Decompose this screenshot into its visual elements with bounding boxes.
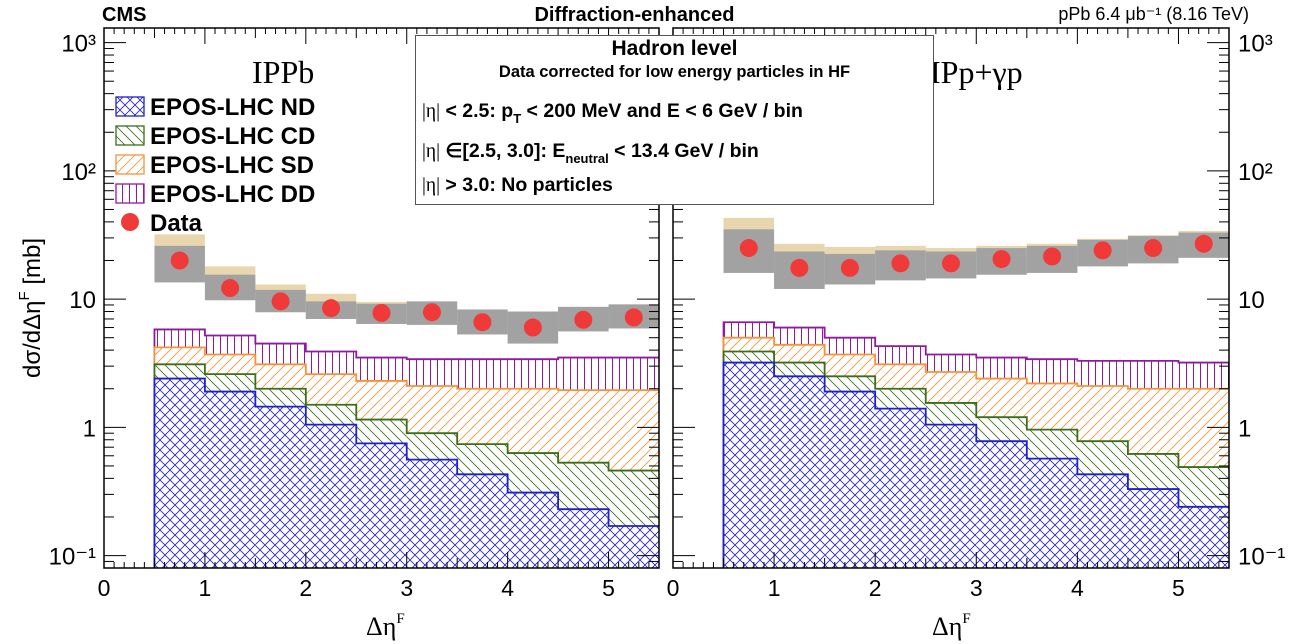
epos-lhc-nd-bin: [723, 362, 775, 568]
epos-lhc-nd-bin: [976, 441, 1027, 568]
epos-lhc-nd-bin: [1178, 506, 1229, 568]
info-title: Hadron level: [611, 37, 738, 60]
y-tick-label: 10⁻¹: [1238, 544, 1285, 571]
experiment-label: CMS: [102, 4, 147, 26]
data-point: [422, 303, 441, 322]
epos-lhc-nd-bin: [875, 408, 926, 568]
y-tick-label: 10³: [1238, 31, 1273, 58]
legend-label-epos-lhc-nd: EPOS-LHC ND: [150, 94, 315, 121]
x-axis-label: ΔηF: [366, 611, 405, 641]
epos-lhc-cd-outline: [153, 363, 659, 568]
data-point: [942, 254, 960, 273]
data-point: [1194, 234, 1213, 253]
data-point: [840, 258, 859, 277]
x-axis-label: ΔηF: [932, 611, 971, 641]
epos-lhc-dd-outline: [153, 328, 659, 568]
y-tick-label: 10⁻¹: [49, 544, 96, 571]
panel-2: 0 1 2 3 4 5 IPp+γp ΔηF: [667, 27, 1230, 641]
epos-lhc-nd-outline: [722, 361, 1229, 568]
data-point: [372, 303, 391, 322]
data-point: [271, 292, 290, 311]
data-point: [1043, 247, 1062, 266]
epos-lhc-nd-bin: [774, 376, 825, 568]
plot-frame: [103, 27, 660, 569]
epos-lhc-nd-bin: [356, 443, 407, 568]
legend-label-epos-lhc-cd: EPOS-LHC CD: [150, 123, 315, 150]
epos-lhc-nd-bin: [1077, 474, 1128, 568]
legend-label-data: Data: [150, 210, 203, 237]
data-point: [1093, 241, 1112, 260]
data-point: [1144, 239, 1163, 258]
legend-label-epos-lhc-sd: EPOS-LHC SD: [150, 152, 314, 179]
x-tick-label: 0: [98, 575, 111, 601]
y-tick-label: 10: [1238, 287, 1265, 314]
data-point: [624, 308, 643, 327]
epos-lhc-nd-bin: [824, 391, 876, 568]
x-tick-label: 1: [768, 575, 781, 601]
y-tick-label: 10: [69, 287, 96, 314]
panel-1: 0 1 2 3 4 5 IPPb ΔηF: [98, 27, 660, 641]
x-tick-label: 4: [1071, 575, 1084, 601]
legend-swatch-epos-lhc-cd: [116, 126, 144, 145]
data-point: [790, 258, 809, 277]
figure-title: Diffraction-enhanced: [534, 4, 735, 26]
epos-lhc-cd-outline: [722, 350, 1229, 568]
data-point: [739, 239, 758, 258]
x-tick-label: 0: [667, 575, 680, 601]
luminosity-label: pPb 6.4 μb⁻¹ (8.16 TeV): [1058, 4, 1249, 24]
epos-lhc-nd-bin: [204, 391, 256, 568]
legend-swatch-epos-lhc-nd: [116, 97, 144, 116]
y-tick-label: 1: [83, 415, 96, 442]
y-axis-label: dσ/dΔηF [mb]: [16, 238, 46, 378]
data-point: [322, 299, 341, 318]
x-tick-label: 2: [869, 575, 882, 601]
info-subtitle: Data corrected for low energy particles …: [498, 63, 851, 81]
epos-lhc-nd-bin: [406, 459, 458, 568]
epos-lhc-dd-outline: [722, 321, 1229, 568]
epos-lhc-nd-bin: [1127, 489, 1179, 568]
x-tick-label: 5: [1172, 575, 1185, 601]
y-tick-label: 1: [1238, 415, 1251, 442]
epos-lhc-sd-outline: [722, 336, 1229, 568]
epos-lhc-nd-bin: [457, 474, 508, 568]
info-row-forward: |η| > 3.0: No particles: [422, 174, 613, 196]
data-point: [221, 279, 240, 298]
panel-label: IPPb: [252, 54, 314, 90]
legend-swatch-epos-lhc-dd: [116, 184, 144, 203]
info-row-hf-edge: |η| ∈[2.5, 3.0]: Eneutral < 13.4 GeV / b…: [422, 140, 759, 166]
legend-label-epos-lhc-dd: EPOS-LHC DD: [150, 181, 315, 208]
data-point: [473, 313, 492, 332]
x-tick-label: 3: [400, 575, 413, 601]
legend-marker-data: [121, 213, 139, 231]
selection-info-box: Hadron level Data corrected for low ener…: [415, 35, 934, 205]
epos-lhc-nd-bin: [558, 509, 609, 568]
y-tick-label: 10²: [1238, 159, 1273, 186]
x-tick-label: 1: [199, 575, 212, 601]
info-row-central: |η| < 2.5: pT < 200 MeV and E < 6 GeV / …: [422, 100, 803, 126]
epos-lhc-nd-outline: [153, 377, 659, 568]
legend-swatch-epos-lhc-sd: [116, 155, 144, 174]
panel-label: IPp+γp: [930, 54, 1023, 90]
epos-lhc-nd-bin: [1026, 458, 1078, 568]
epos-lhc-nd-bin: [255, 406, 306, 568]
x-tick-label: 5: [602, 575, 615, 601]
data-point: [574, 310, 593, 329]
data-point: [170, 251, 189, 270]
y-tick-label: 10³: [61, 31, 96, 58]
plot-frame: [672, 27, 1230, 569]
x-tick-label: 3: [970, 575, 983, 601]
data-point: [523, 318, 542, 337]
epos-lhc-sd-outline: [153, 346, 659, 568]
x-tick-label: 4: [501, 575, 514, 601]
x-tick-label: 2: [299, 575, 312, 601]
epos-lhc-nd-bin: [154, 378, 205, 568]
epos-lhc-nd-bin: [305, 424, 357, 568]
data-point: [992, 250, 1011, 269]
epos-lhc-nd-bin: [507, 492, 559, 568]
data-point: [891, 254, 910, 273]
epos-lhc-nd-bin: [925, 424, 977, 568]
y-tick-label: 10²: [61, 159, 96, 186]
